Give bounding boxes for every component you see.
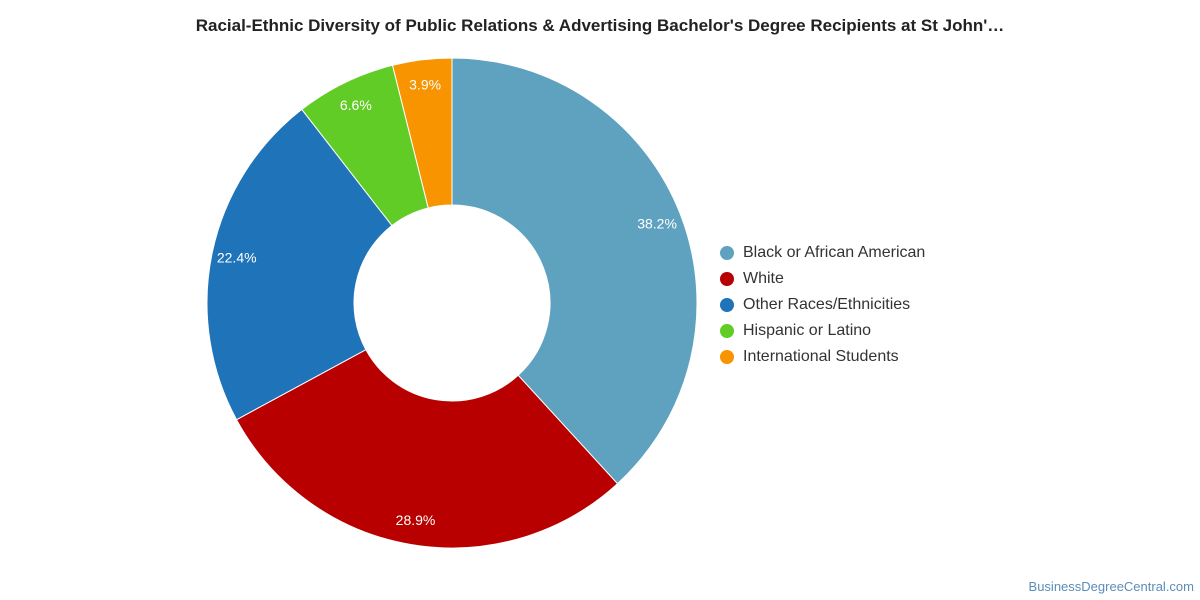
legend-label: Other Races/Ethnicities [743,296,911,313]
slice-black-or-african-american[interactable] [451,57,698,485]
legend-item-other-races-ethnicities[interactable]: Other Races/Ethnicities [720,292,925,318]
legend-label: Black or African American [743,244,926,261]
slices-group [206,57,698,549]
slice-label-white: 28.9% [396,512,436,528]
slice-label-hispanic-or-latino: 6.6% [340,97,372,113]
legend: Black or African American White Other Race… [720,240,925,370]
legend-swatch-icon [720,350,734,364]
slice-international-students[interactable] [391,57,453,209]
slice-other-races-ethnicities[interactable] [206,108,393,421]
legend-swatch-icon [720,272,734,286]
legend-label: International Students [743,348,899,365]
slice-label-international-students: 3.9% [409,77,441,93]
legend-item-international-students[interactable]: International Students [720,344,925,370]
slice-label-other-races-ethnicities: 22.4% [217,250,257,266]
legend-item-black-or-african-american[interactable]: Black or African American [720,240,925,266]
legend-item-white[interactable]: White [720,266,925,292]
legend-swatch-icon [720,324,734,338]
legend-item-hispanic-or-latino[interactable]: Hispanic or Latino [720,318,925,344]
legend-label: Hispanic or Latino [743,322,872,339]
slice-white[interactable] [235,348,619,549]
source-watermark[interactable]: BusinessDegreeCentral.com [1028,579,1194,594]
legend-swatch-icon [720,246,734,260]
labels-group: 38.2% 28.9% 22.4% 6.6% 3.9% [217,77,677,528]
chart-title: Racial-Ethnic Diversity of Public Relati… [195,16,1005,35]
slice-label-black-or-african-american: 38.2% [637,215,677,231]
legend-label: White [743,270,784,287]
legend-swatch-icon [720,298,734,312]
